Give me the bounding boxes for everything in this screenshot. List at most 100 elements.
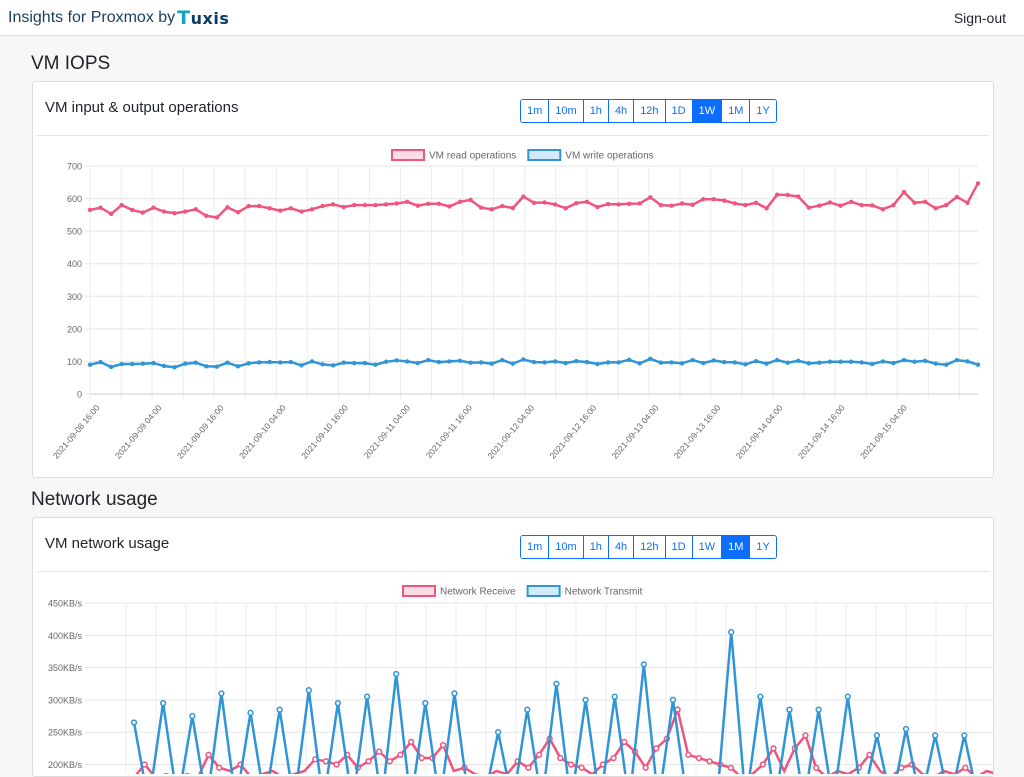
data-point [873, 732, 881, 739]
data-point [182, 361, 188, 366]
iops-card-header: VM input & output operations 1m 10m 1h 4h 12… [37, 82, 989, 136]
network-range-10m[interactable]: 10m [549, 536, 584, 558]
data-point [214, 215, 220, 220]
data-point [500, 357, 505, 363]
data-point [447, 359, 452, 364]
data-point [436, 359, 442, 365]
network-range-1M[interactable]: 1M [722, 536, 751, 558]
data-point [87, 207, 93, 213]
data-point [610, 754, 617, 762]
data-point [322, 758, 330, 765]
data-point [246, 361, 251, 366]
data-point [119, 202, 124, 208]
data-point [535, 751, 543, 758]
data-point [669, 696, 677, 704]
iops-range-4h[interactable]: 4h [608, 100, 635, 122]
data-point [362, 360, 368, 366]
data-point [218, 690, 225, 697]
data-point [912, 359, 917, 364]
data-point [626, 357, 632, 362]
data-point [394, 201, 399, 206]
data-point [407, 738, 415, 746]
data-point [901, 357, 907, 363]
data-point [542, 200, 547, 205]
iops-range-1M[interactable]: 1M [722, 100, 751, 122]
network-range-1Y[interactable]: 1Y [750, 536, 776, 558]
iops-range-selector: 1m 10m 1h 4h 12h 1D 1W 1M 1Y [520, 99, 777, 123]
data-point [557, 754, 564, 762]
data-point [415, 360, 420, 366]
data-point [653, 745, 660, 752]
data-point [922, 358, 928, 363]
tuxis-logo-t: T [177, 6, 191, 29]
data-point [685, 751, 692, 758]
data-point [495, 729, 502, 736]
data-point [827, 359, 833, 364]
data-point [658, 202, 664, 208]
network-range-1m[interactable]: 1m [521, 536, 550, 558]
legend-label: Network Receive [440, 587, 516, 598]
data-point [87, 362, 93, 367]
data-point [975, 181, 981, 186]
data-point [151, 360, 156, 366]
network-range-1h[interactable]: 1h [583, 536, 609, 558]
data-point [891, 202, 896, 208]
data-point [373, 362, 378, 367]
data-point [333, 761, 340, 768]
data-point [235, 210, 241, 215]
iops-range-10m[interactable]: 10m [549, 100, 584, 122]
data-point [365, 758, 372, 765]
data-point [161, 363, 167, 369]
data-point [743, 202, 748, 208]
data-point [722, 359, 727, 365]
data-point [130, 719, 138, 726]
data-point [743, 362, 748, 367]
brand[interactable]: Insights for Proxmox by Tuxis [8, 7, 229, 29]
data-point [706, 758, 713, 765]
iops-range-1m[interactable]: 1m [521, 100, 550, 122]
y-tick-label: 400 [67, 259, 82, 269]
data-point [711, 197, 716, 202]
data-point [901, 189, 907, 195]
data-point [276, 706, 283, 713]
data-point [108, 211, 114, 217]
data-point [256, 360, 262, 365]
data-point [722, 198, 727, 203]
data-point [690, 202, 695, 207]
iops-card: VM input & output operations 1m 10m 1h 4h 12… [32, 81, 994, 478]
iops-range-1Y[interactable]: 1Y [750, 100, 776, 122]
sign-out-link[interactable]: Sign-out [953, 9, 1006, 26]
data-point [785, 192, 790, 198]
data-point [965, 359, 970, 364]
data-point [582, 696, 589, 704]
data-point [648, 195, 653, 200]
network-range-4h[interactable]: 4h [608, 536, 635, 558]
data-point [362, 202, 368, 208]
data-point [796, 194, 801, 199]
data-point [393, 670, 400, 678]
data-point [500, 203, 505, 209]
network-range-12h[interactable]: 12h [634, 536, 666, 558]
data-point [728, 628, 735, 636]
data-point [753, 358, 759, 364]
network-range-1W[interactable]: 1W [692, 536, 723, 558]
data-point [844, 693, 851, 700]
data-point [531, 359, 537, 365]
iops-range-1h[interactable]: 1h [583, 100, 609, 122]
data-point [309, 207, 315, 212]
data-point [352, 202, 357, 208]
x-tick-label: 2021-09-13 04:00 [610, 403, 661, 461]
y-tick-label: 300 [67, 292, 82, 302]
data-point [426, 201, 431, 206]
data-point [961, 732, 968, 739]
data-point [225, 205, 230, 210]
data-point [848, 359, 854, 364]
data-point [870, 203, 875, 208]
iops-range-1D[interactable]: 1D [665, 100, 693, 122]
iops-range-1W[interactable]: 1W [692, 100, 723, 122]
data-point [341, 360, 346, 365]
network-range-1D[interactable]: 1D [665, 536, 693, 558]
data-point [451, 690, 458, 697]
data-point [204, 364, 209, 369]
iops-range-12h[interactable]: 12h [634, 100, 666, 122]
